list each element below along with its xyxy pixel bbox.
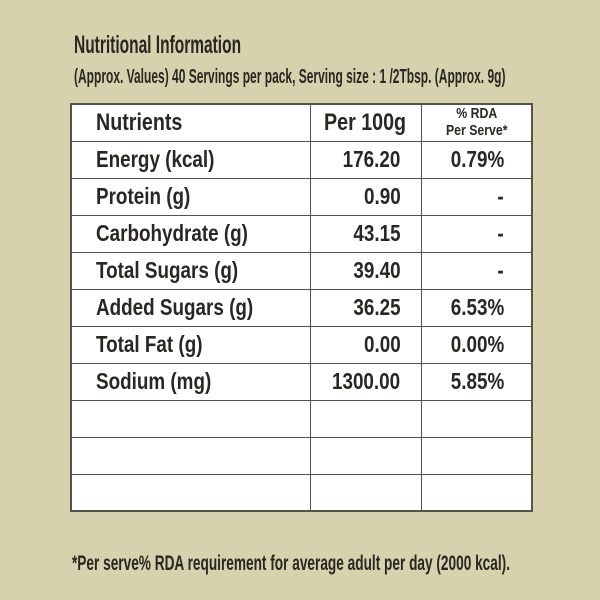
nutrient-name-cell: Energy (kcal) [70, 140, 311, 179]
per-100g-value-cell: 176.20 [309, 140, 422, 179]
per-100g-value-cell-text: 0.90 [363, 183, 401, 209]
rda-per-serve-value-cell-text: - [497, 257, 504, 283]
per-100g-value-cell-text: 1300.00 [332, 368, 401, 394]
nutrient-name-cell: Total Fat (g) [70, 325, 311, 364]
rda-per-serve-value-cell-text: 6.53% [450, 294, 504, 320]
empty-per-100g-cell [309, 399, 422, 438]
rda-per-serve-value-cell: 5.85% [420, 362, 533, 401]
empty-per-100g-cell [309, 436, 422, 475]
nutrient-name-cell-text: Protein (g) [96, 183, 191, 209]
rda-per-serve-value-cell-text: - [497, 220, 504, 246]
per-100g-column-header: Per 100g [309, 103, 422, 142]
nutrients-column-header: Nutrients [70, 103, 311, 142]
nutrient-name-cell: Total Sugars (g) [70, 251, 311, 290]
page-title-text: Nutritional Information [74, 31, 242, 59]
nutrients-column-header-text: Nutrients [96, 108, 183, 136]
page-title: Nutritional Information [74, 33, 343, 58]
per-100g-value-cell: 1300.00 [309, 362, 422, 401]
per-100g-value-cell-text: 36.25 [353, 294, 401, 320]
per-100g-value-cell-text: 39.40 [353, 257, 401, 283]
empty-rda-cell [420, 436, 533, 475]
table-row: Total Sugars (g) 39.40 - [70, 251, 533, 290]
serving-info-text: (Approx. Values) 40 Servings per pack, S… [74, 66, 506, 88]
rda-column-header-line1: % RDA [455, 104, 497, 122]
nutrient-name-cell-text: Energy (kcal) [96, 146, 215, 172]
table-row: Energy (kcal) 176.20 0.79% [70, 140, 533, 179]
table-row: Sodium (mg) 1300.00 5.85% [70, 362, 533, 401]
empty-rda-cell [420, 399, 533, 438]
per-100g-value-cell: 39.40 [309, 251, 422, 290]
per-100g-value-cell: 36.25 [309, 288, 422, 327]
serving-info: (Approx. Values) 40 Servings per pack, S… [74, 67, 600, 87]
nutrient-name-cell-text: Carbohydrate (g) [96, 220, 248, 246]
table-row: Total Fat (g) 0.00 0.00% [70, 325, 533, 364]
nutrition-table-container: Nutrients Per 100g % RDA Per Serve* Ener… [70, 103, 533, 512]
table-row: Protein (g) 0.90 - [70, 177, 533, 216]
per-100g-value-cell: 43.15 [309, 214, 422, 253]
per-100g-column-header-text: Per 100g [324, 108, 407, 136]
rda-per-serve-value-cell: 0.00% [420, 325, 533, 364]
footnote-text: *Per serve% RDA requirement for average … [72, 552, 511, 575]
per-100g-value-cell-text: 43.15 [353, 220, 401, 246]
rda-per-serve-value-cell: - [420, 251, 533, 290]
empty-per-100g-cell [309, 473, 422, 512]
rda-per-serve-value-cell-text: 0.79% [450, 146, 504, 172]
rda-per-serve-value-cell-text: 0.00% [450, 331, 504, 357]
rda-per-serve-value-cell-text: 5.85% [450, 368, 504, 394]
rda-per-serve-value-cell: 0.79% [420, 140, 533, 179]
empty-table-row [70, 436, 533, 475]
nutrient-name-cell-text: Added Sugars (g) [96, 294, 254, 320]
nutrient-name-cell-text: Total Fat (g) [96, 331, 203, 357]
empty-rda-cell [420, 473, 533, 512]
per-100g-value-cell: 0.90 [309, 177, 422, 216]
nutrient-name-cell-text: Total Sugars (g) [96, 257, 239, 283]
table-row: Carbohydrate (g) 43.15 - [70, 214, 533, 253]
rda-per-serve-value-cell: - [420, 177, 533, 216]
table-header-row: Nutrients Per 100g % RDA Per Serve* [70, 103, 533, 142]
nutrient-name-cell: Sodium (mg) [70, 362, 311, 401]
footnote: *Per serve% RDA requirement for average … [72, 553, 600, 574]
nutrient-name-cell: Protein (g) [70, 177, 311, 216]
nutrient-name-cell: Carbohydrate (g) [70, 214, 311, 253]
table-body: Energy (kcal) 176.20 0.79% Protein (g) 0.90 -… [70, 140, 533, 512]
rda-per-serve-value-cell-text: - [497, 183, 504, 209]
table-row: Added Sugars (g) 36.25 6.53% [70, 288, 533, 327]
per-100g-value-cell-text: 0.00 [363, 331, 401, 357]
rda-per-serve-value-cell: 6.53% [420, 288, 533, 327]
rda-column-header-line2: Per Serve* [445, 121, 508, 139]
empty-nutrient-cell [70, 399, 311, 438]
nutrient-name-cell-text: Sodium (mg) [96, 368, 212, 394]
empty-table-row [70, 399, 533, 438]
rda-column-header: % RDA Per Serve* [420, 103, 533, 142]
empty-table-row [70, 473, 533, 512]
per-100g-value-cell: 0.00 [309, 325, 422, 364]
rda-per-serve-value-cell: - [420, 214, 533, 253]
empty-nutrient-cell [70, 473, 311, 512]
per-100g-value-cell-text: 176.20 [342, 146, 401, 172]
nutrition-table: Nutrients Per 100g % RDA Per Serve* Ener… [70, 103, 533, 512]
empty-nutrient-cell [70, 436, 311, 475]
nutrient-name-cell: Added Sugars (g) [70, 288, 311, 327]
